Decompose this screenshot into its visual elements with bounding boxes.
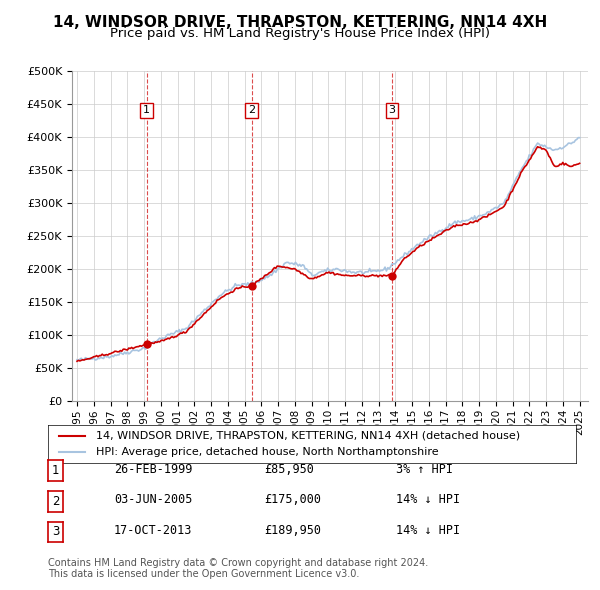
Text: 03-JUN-2005: 03-JUN-2005 <box>114 493 193 506</box>
Text: 1: 1 <box>143 106 150 116</box>
Text: £85,950: £85,950 <box>264 463 314 476</box>
Text: 1: 1 <box>52 464 59 477</box>
Text: £189,950: £189,950 <box>264 524 321 537</box>
Text: HPI: Average price, detached house, North Northamptonshire: HPI: Average price, detached house, Nort… <box>95 447 438 457</box>
Text: Price paid vs. HM Land Registry's House Price Index (HPI): Price paid vs. HM Land Registry's House … <box>110 27 490 40</box>
Text: 3% ↑ HPI: 3% ↑ HPI <box>396 463 453 476</box>
Text: 14% ↓ HPI: 14% ↓ HPI <box>396 524 460 537</box>
Text: 26-FEB-1999: 26-FEB-1999 <box>114 463 193 476</box>
Text: 3: 3 <box>388 106 395 116</box>
Text: 2: 2 <box>52 494 59 508</box>
Text: 3: 3 <box>52 525 59 539</box>
Text: Contains HM Land Registry data © Crown copyright and database right 2024.
This d: Contains HM Land Registry data © Crown c… <box>48 558 428 579</box>
Text: 2: 2 <box>248 106 255 116</box>
Text: 14, WINDSOR DRIVE, THRAPSTON, KETTERING, NN14 4XH (detached house): 14, WINDSOR DRIVE, THRAPSTON, KETTERING,… <box>95 431 520 441</box>
Text: 14% ↓ HPI: 14% ↓ HPI <box>396 493 460 506</box>
Text: 14, WINDSOR DRIVE, THRAPSTON, KETTERING, NN14 4XH: 14, WINDSOR DRIVE, THRAPSTON, KETTERING,… <box>53 15 547 30</box>
Text: £175,000: £175,000 <box>264 493 321 506</box>
Text: 17-OCT-2013: 17-OCT-2013 <box>114 524 193 537</box>
